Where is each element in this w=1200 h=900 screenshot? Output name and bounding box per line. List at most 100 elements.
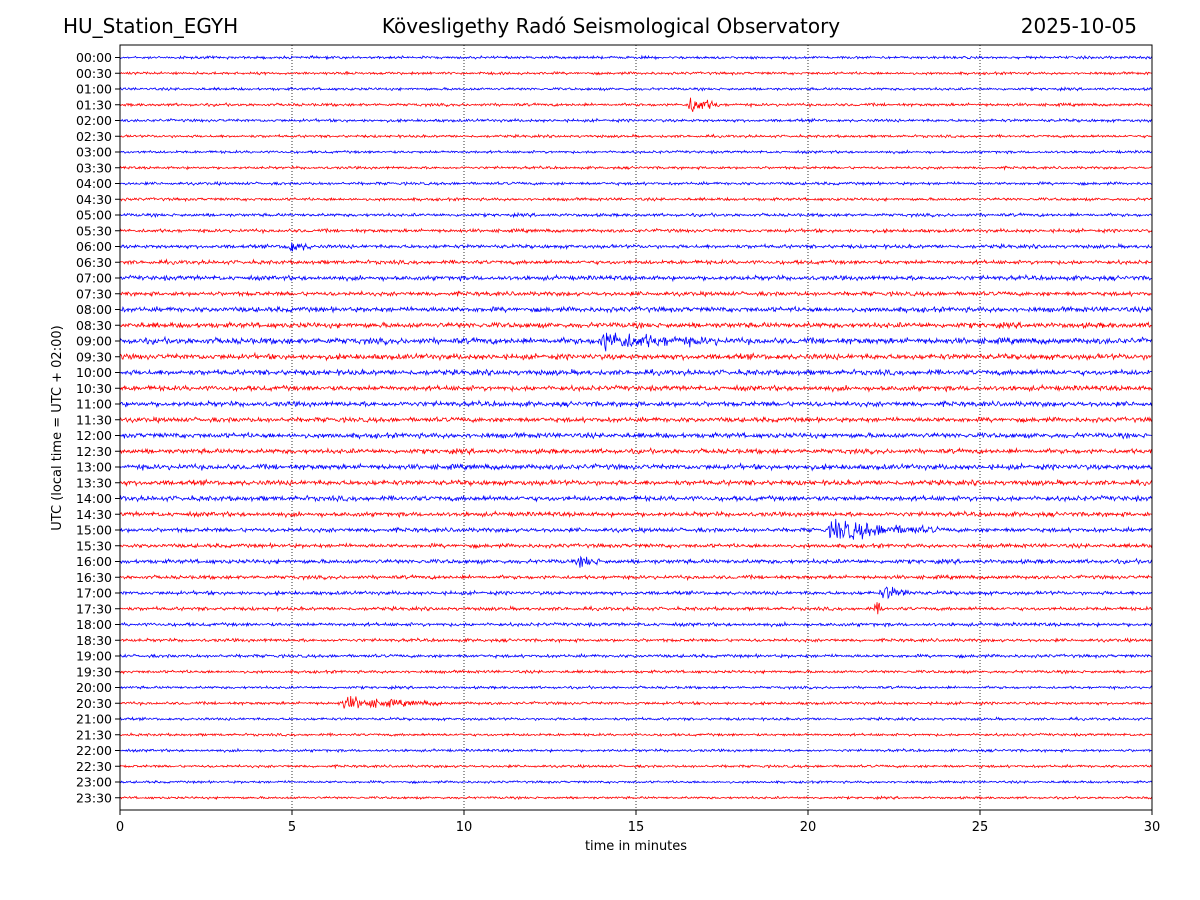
x-tick-label-20: 20 — [800, 820, 817, 835]
trace-20:30 — [119, 695, 1153, 709]
trace-00:00 — [119, 54, 1153, 61]
row-label-06:00: 06:00 — [76, 239, 112, 254]
x-tick-label-15: 15 — [628, 820, 645, 835]
row-label-18:00: 18:00 — [76, 617, 112, 632]
trace-12:00 — [119, 431, 1153, 440]
row-label-12:00: 12:00 — [76, 428, 112, 443]
trace-10:00 — [119, 368, 1153, 377]
row-label-05:30: 05:30 — [76, 223, 112, 238]
row-label-15:30: 15:30 — [76, 538, 112, 553]
row-label-09:30: 09:30 — [76, 349, 112, 364]
trace-22:30 — [119, 763, 1153, 770]
trace-14:00 — [119, 494, 1153, 503]
trace-06:30 — [119, 258, 1153, 266]
row-label-01:30: 01:30 — [76, 97, 112, 112]
trace-03:00 — [119, 149, 1153, 155]
trace-01:30 — [119, 97, 1153, 112]
x-tick-label-25: 25 — [972, 820, 989, 835]
row-label-22:30: 22:30 — [76, 759, 112, 774]
row-label-07:30: 07:30 — [76, 286, 112, 301]
trace-22:00 — [119, 747, 1153, 754]
trace-17:30 — [119, 602, 1153, 615]
trace-00:30 — [119, 70, 1153, 76]
trace-16:00 — [119, 555, 1153, 568]
trace-03:30 — [119, 165, 1153, 171]
row-label-11:30: 11:30 — [76, 412, 112, 427]
trace-10:30 — [119, 383, 1153, 393]
row-label-15:00: 15:00 — [76, 523, 112, 538]
trace-23:00 — [119, 779, 1153, 785]
row-label-03:30: 03:30 — [76, 160, 112, 175]
trace-05:30 — [119, 227, 1153, 235]
row-label-08:00: 08:00 — [76, 302, 112, 317]
trace-15:30 — [119, 541, 1153, 550]
row-label-17:30: 17:30 — [76, 601, 112, 616]
row-label-16:00: 16:00 — [76, 554, 112, 569]
row-label-14:30: 14:30 — [76, 507, 112, 522]
row-label-19:30: 19:30 — [76, 664, 112, 679]
row-label-08:30: 08:30 — [76, 318, 112, 333]
trace-16:30 — [119, 573, 1153, 582]
trace-08:00 — [119, 305, 1153, 314]
row-label-14:00: 14:00 — [76, 491, 112, 506]
trace-04:00 — [119, 180, 1153, 187]
x-ticks: 0 5 10 15 20 25 30 — [116, 810, 1160, 835]
x-tick-label-10: 10 — [456, 820, 473, 835]
trace-21:00 — [119, 716, 1153, 722]
row-label-09:00: 09:00 — [76, 334, 112, 349]
trace-01:00 — [119, 86, 1153, 92]
row-label-22:00: 22:00 — [76, 743, 112, 758]
row-label-10:30: 10:30 — [76, 381, 112, 396]
trace-07:00 — [119, 273, 1153, 283]
row-label-23:00: 23:00 — [76, 775, 112, 790]
trace-18:00 — [119, 620, 1153, 628]
trace-18:30 — [119, 637, 1153, 644]
row-label-00:00: 00:00 — [76, 50, 112, 65]
trace-12:30 — [119, 446, 1153, 456]
row-label-17:00: 17:00 — [76, 586, 112, 601]
row-label-02:30: 02:30 — [76, 129, 112, 144]
trace-19:30 — [119, 669, 1153, 675]
trace-21:30 — [119, 732, 1153, 738]
trace-11:30 — [119, 415, 1153, 424]
x-axis-label: time in minutes — [585, 839, 687, 854]
trace-17:00 — [119, 586, 1153, 600]
trace-19:00 — [119, 652, 1153, 660]
row-label-06:30: 06:30 — [76, 255, 112, 270]
trace-07:30 — [119, 290, 1153, 298]
trace-06:00 — [119, 242, 1153, 252]
x-tick-label-5: 5 — [288, 820, 296, 835]
y-axis-label: UTC (local time = UTC + 02:00) — [50, 325, 65, 530]
trace-02:30 — [119, 133, 1153, 139]
trace-15:00 — [119, 518, 1153, 540]
row-label-03:00: 03:00 — [76, 145, 112, 160]
trace-13:30 — [119, 478, 1153, 488]
row-label-05:00: 05:00 — [76, 208, 112, 223]
row-label-04:30: 04:30 — [76, 192, 112, 207]
trace-11:00 — [119, 399, 1153, 409]
row-label-18:30: 18:30 — [76, 633, 112, 648]
row-label-01:00: 01:00 — [76, 82, 112, 97]
row-label-21:30: 21:30 — [76, 727, 112, 742]
row-label-07:00: 07:00 — [76, 271, 112, 286]
grid-lines — [291, 45, 981, 810]
row-label-13:00: 13:00 — [76, 460, 112, 475]
trace-13:00 — [119, 462, 1153, 472]
row-label-04:00: 04:00 — [76, 176, 112, 191]
trace-09:00 — [119, 332, 1153, 352]
traces — [119, 54, 1153, 801]
trace-20:00 — [119, 684, 1153, 691]
row-label-11:00: 11:00 — [76, 397, 112, 412]
row-label-02:00: 02:00 — [76, 113, 112, 128]
trace-02:00 — [119, 117, 1153, 124]
observatory-title: Kövesligethy Radó Seismological Observat… — [381, 14, 841, 38]
trace-09:30 — [119, 351, 1153, 362]
row-label-12:30: 12:30 — [76, 444, 112, 459]
trace-23:30 — [119, 795, 1153, 801]
row-label-19:00: 19:00 — [76, 649, 112, 664]
station-name: HU_Station_EGYH — [63, 14, 239, 38]
chart-date: 2025-10-05 — [1020, 14, 1137, 38]
x-tick-label-0: 0 — [116, 820, 124, 835]
y-tick-labels: 00:0000:3001:0001:3002:0002:3003:0003:30… — [76, 50, 120, 805]
row-label-10:00: 10:00 — [76, 365, 112, 380]
